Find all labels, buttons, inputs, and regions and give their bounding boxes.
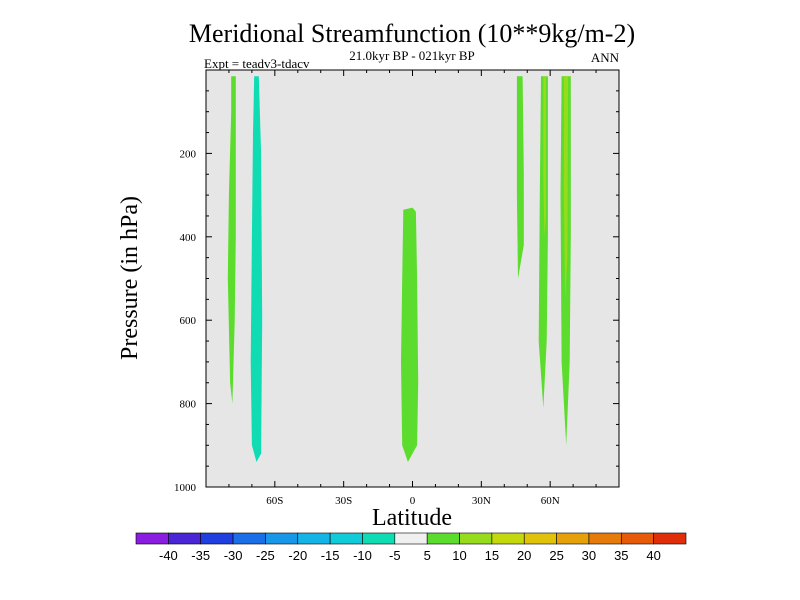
colorbar-swatch (362, 532, 396, 545)
y-tick-label: 200 (180, 148, 197, 160)
colorbar-swatch (265, 532, 299, 545)
colorbar-swatch (394, 532, 428, 545)
chart-subtitle: 21.0kyr BP - 021kyr BP (349, 48, 475, 63)
colorbar-swatch (329, 532, 363, 545)
colorbar-swatch (588, 532, 622, 545)
x-axis-ticks: 60S 30S 0 30N 60N (228, 70, 597, 507)
chart-title: Meridional Streamfunction (10**9kg/m-2) (189, 19, 635, 48)
colorbar-label: -30 (224, 548, 243, 563)
colorbar-label: 30 (582, 548, 596, 563)
season-label: ANN (591, 50, 620, 65)
equatorial-positive-band (401, 207, 419, 462)
colorbar-label: -20 (288, 548, 307, 563)
y-axis-label: Pressure (in hPa) (117, 196, 143, 360)
colorbar-swatch (426, 532, 460, 545)
colorbar-label: -35 (191, 548, 210, 563)
colorbar-label: 20 (517, 548, 531, 563)
nh-45n-positive-band (516, 76, 524, 279)
colorbar-swatch (556, 532, 590, 545)
y-axis-ticks: 200 400 600 800 1000 (174, 90, 619, 494)
sh-60s-positive-band (227, 76, 236, 404)
colorbar-swatch (297, 532, 331, 545)
colorbar: -40 -35 -30 -25 -20 -15 -10 -5 5 10 15 20 25 30 35 40 (135, 532, 687, 563)
nh-67n-yellowgreen-core (563, 76, 569, 300)
colorbar-label: 35 (614, 548, 628, 563)
colorbar-swatch (523, 532, 557, 545)
colorbar-swatch (200, 532, 234, 545)
colorbar-swatch (168, 532, 202, 545)
colorbar-swatch (232, 532, 266, 545)
colorbar-label: -25 (256, 548, 275, 563)
colorbar-swatch (135, 532, 169, 545)
contour-features (227, 76, 571, 463)
x-tick-label: 60N (541, 495, 560, 507)
colorbar-label: -10 (353, 548, 372, 563)
colorbar-label: -15 (321, 548, 340, 563)
colorbar-label: -5 (389, 548, 401, 563)
colorbar-swatch (620, 532, 654, 545)
colorbar-swatch (653, 532, 687, 545)
colorbar-label: 40 (646, 548, 660, 563)
colorbar-label: 5 (424, 548, 431, 563)
colorbar-swatch (459, 532, 493, 545)
y-tick-label: 600 (180, 315, 197, 327)
y-tick-label: 1000 (174, 482, 197, 494)
experiment-label: Expt = teadv3-tdacv (204, 56, 310, 71)
x-tick-label: 30N (472, 495, 491, 507)
colorbar-label: -40 (159, 548, 178, 563)
y-tick-label: 800 (180, 399, 197, 411)
colorbar-label: 15 (485, 548, 499, 563)
colorbar-label: 10 (452, 548, 466, 563)
colorbar-swatch (491, 532, 525, 545)
nh-58n-yellowgreen-core (543, 76, 546, 237)
x-tick-label: 30S (335, 495, 352, 507)
x-axis-label: Latitude (372, 505, 452, 531)
colorbar-label: 25 (549, 548, 563, 563)
sh-60s-negative-band (250, 76, 263, 463)
x-tick-label: 60S (266, 495, 283, 507)
y-tick-label: 400 (180, 232, 197, 244)
x-tick-label: 0 (410, 495, 416, 507)
